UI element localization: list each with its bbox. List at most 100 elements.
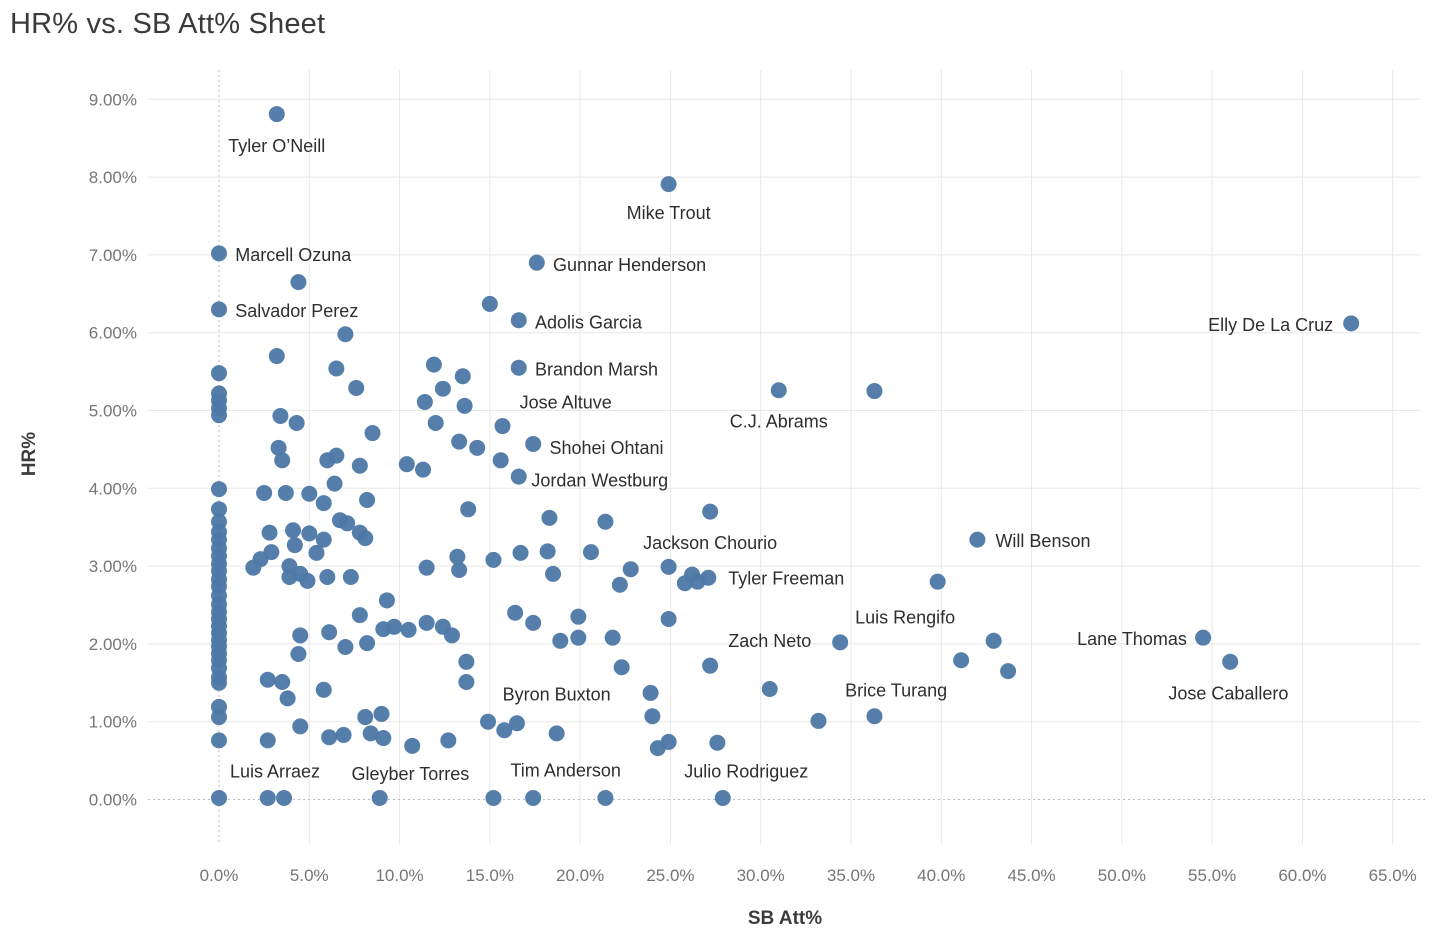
data-point[interactable]: [425, 356, 442, 373]
data-point-jose-caballero[interactable]: [1222, 653, 1239, 670]
data-point-mike-trout[interactable]: [660, 176, 677, 193]
data-point[interactable]: [351, 457, 368, 474]
data-point[interactable]: [211, 732, 227, 749]
data-point[interactable]: [689, 573, 706, 590]
data-point[interactable]: [337, 639, 354, 656]
data-point-salvador-perez[interactable]: [211, 301, 227, 318]
data-point-julio-rodriguez[interactable]: [714, 789, 731, 806]
data-point[interactable]: [321, 729, 338, 746]
data-point[interactable]: [292, 627, 309, 644]
data-point[interactable]: [364, 425, 381, 442]
data-point[interactable]: [339, 515, 356, 532]
data-point[interactable]: [281, 568, 298, 585]
data-point-lane-thomas[interactable]: [1195, 629, 1212, 646]
data-point[interactable]: [469, 439, 486, 456]
data-point[interactable]: [810, 712, 827, 729]
data-point[interactable]: [277, 484, 294, 501]
data-point[interactable]: [611, 576, 628, 593]
data-point[interactable]: [290, 274, 307, 291]
data-point[interactable]: [256, 484, 273, 501]
data-point[interactable]: [702, 657, 719, 674]
data-point[interactable]: [279, 690, 296, 707]
data-point[interactable]: [985, 632, 1002, 649]
data-point[interactable]: [400, 621, 417, 638]
data-point[interactable]: [319, 568, 336, 585]
data-point-luis-arraez[interactable]: [259, 789, 276, 806]
data-point[interactable]: [507, 604, 524, 621]
data-point-gunnar-henderson[interactable]: [528, 254, 545, 271]
data-point[interactable]: [268, 348, 285, 365]
data-point[interactable]: [321, 624, 338, 641]
data-point-jackson-chourio[interactable]: [702, 503, 719, 520]
data-point[interactable]: [373, 705, 390, 722]
data-point[interactable]: [485, 789, 502, 806]
data-point-brandon-marsh[interactable]: [510, 359, 527, 376]
data-point[interactable]: [357, 709, 374, 726]
data-point[interactable]: [315, 495, 332, 512]
data-point[interactable]: [335, 726, 352, 743]
data-point[interactable]: [286, 537, 303, 554]
data-point[interactable]: [492, 452, 509, 469]
data-point[interactable]: [375, 730, 392, 747]
data-point[interactable]: [613, 659, 630, 676]
data-point[interactable]: [272, 407, 289, 424]
data-point[interactable]: [454, 368, 471, 385]
data-point[interactable]: [440, 732, 457, 749]
data-point[interactable]: [328, 447, 345, 464]
data-point[interactable]: [604, 629, 621, 646]
data-point[interactable]: [301, 485, 318, 502]
data-point[interactable]: [274, 452, 291, 469]
data-point[interactable]: [480, 713, 497, 730]
data-point[interactable]: [342, 568, 359, 585]
data-point[interactable]: [261, 524, 278, 541]
data-point-byron-buxton[interactable]: [642, 684, 659, 701]
data-point[interactable]: [545, 565, 562, 582]
data-point[interactable]: [315, 681, 332, 698]
data-point[interactable]: [866, 383, 883, 400]
data-point[interactable]: [508, 715, 525, 732]
data-point-shohei-ohtani[interactable]: [525, 435, 542, 452]
data-point[interactable]: [315, 531, 332, 548]
data-point[interactable]: [211, 709, 227, 726]
data-point-tyler-o-neill[interactable]: [268, 106, 285, 123]
data-point[interactable]: [761, 681, 778, 698]
data-point-jordan-westburg[interactable]: [510, 468, 527, 485]
data-point[interactable]: [570, 608, 587, 625]
data-point[interactable]: [398, 456, 415, 473]
data-point[interactable]: [418, 559, 435, 576]
data-point-jose-altuve[interactable]: [456, 397, 473, 414]
data-point-brice-turang[interactable]: [866, 708, 883, 725]
data-point[interactable]: [301, 525, 318, 542]
data-point[interactable]: [299, 572, 316, 589]
data-point[interactable]: [481, 295, 498, 312]
data-point[interactable]: [443, 627, 460, 644]
data-point[interactable]: [541, 509, 558, 526]
data-point[interactable]: [676, 575, 693, 592]
data-point[interactable]: [582, 544, 599, 561]
data-point[interactable]: [357, 530, 374, 547]
data-point[interactable]: [328, 360, 345, 377]
data-point[interactable]: [570, 629, 587, 646]
data-point[interactable]: [485, 551, 502, 568]
data-point[interactable]: [418, 614, 435, 631]
data-point[interactable]: [597, 513, 614, 530]
data-point[interactable]: [290, 646, 307, 663]
data-point[interactable]: [539, 543, 556, 560]
data-point[interactable]: [348, 379, 365, 396]
data-point[interactable]: [458, 674, 475, 691]
data-point[interactable]: [211, 481, 227, 498]
data-point[interactable]: [211, 789, 227, 806]
data-point[interactable]: [292, 718, 309, 735]
data-point-gleyber-torres[interactable]: [371, 789, 388, 806]
data-point[interactable]: [525, 614, 542, 631]
data-point[interactable]: [548, 725, 565, 742]
data-point[interactable]: [270, 439, 287, 456]
data-point[interactable]: [362, 725, 379, 742]
data-point[interactable]: [434, 380, 451, 397]
data-point[interactable]: [211, 501, 227, 518]
data-point[interactable]: [211, 674, 227, 691]
data-point[interactable]: [337, 326, 354, 343]
data-point-will-benson[interactable]: [969, 531, 986, 548]
data-point[interactable]: [460, 501, 477, 518]
data-point-elly-de-la-cruz[interactable]: [1343, 315, 1360, 332]
